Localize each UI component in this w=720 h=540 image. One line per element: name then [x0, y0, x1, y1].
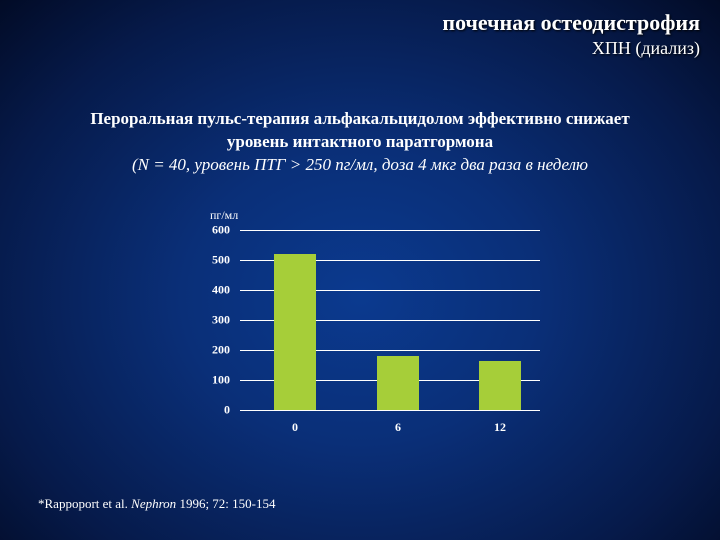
citation: *Rappoport et al. Nephron 1996; 72: 150-… — [38, 496, 276, 512]
chart-bar — [479, 361, 521, 411]
bar-chart: 01002003004005006000612 — [190, 230, 550, 440]
chart-y-tick: 600 — [190, 223, 230, 238]
chart-gridline — [240, 230, 540, 231]
citation-prefix: *Rappoport et al. — [38, 496, 131, 511]
chart-y-tick: 300 — [190, 313, 230, 328]
title-block: почечная остеодистрофия ХПН (диализ) — [442, 10, 700, 59]
chart-y-tick: 500 — [190, 253, 230, 268]
description-line2: уровень интактного паратгормона — [0, 131, 720, 154]
slide: почечная остеодистрофия ХПН (диализ) Пер… — [0, 0, 720, 540]
chart-y-tick: 400 — [190, 283, 230, 298]
chart-plot-area — [240, 230, 540, 410]
chart-bar — [274, 254, 316, 410]
chart-gridline — [240, 410, 540, 411]
citation-journal: Nephron — [131, 496, 179, 511]
chart-y-tick: 0 — [190, 403, 230, 418]
description: Пероральная пульс-терапия альфакальцидол… — [0, 108, 720, 177]
description-line3: (N = 40, уровень ПТГ > 250 пг/мл, доза 4… — [0, 154, 720, 177]
chart-x-tick: 6 — [395, 420, 401, 435]
description-line1: Пероральная пульс-терапия альфакальцидол… — [0, 108, 720, 131]
chart-y-axis-label: пг/мл — [210, 208, 238, 223]
citation-suffix: 1996; 72: 150-154 — [179, 496, 275, 511]
chart-bar — [377, 356, 419, 410]
slide-title: почечная остеодистрофия — [442, 10, 700, 36]
chart-x-tick: 12 — [494, 420, 506, 435]
chart-y-tick: 200 — [190, 343, 230, 358]
chart-x-tick: 0 — [292, 420, 298, 435]
slide-subtitle: ХПН (диализ) — [442, 38, 700, 59]
chart-y-tick: 100 — [190, 373, 230, 388]
